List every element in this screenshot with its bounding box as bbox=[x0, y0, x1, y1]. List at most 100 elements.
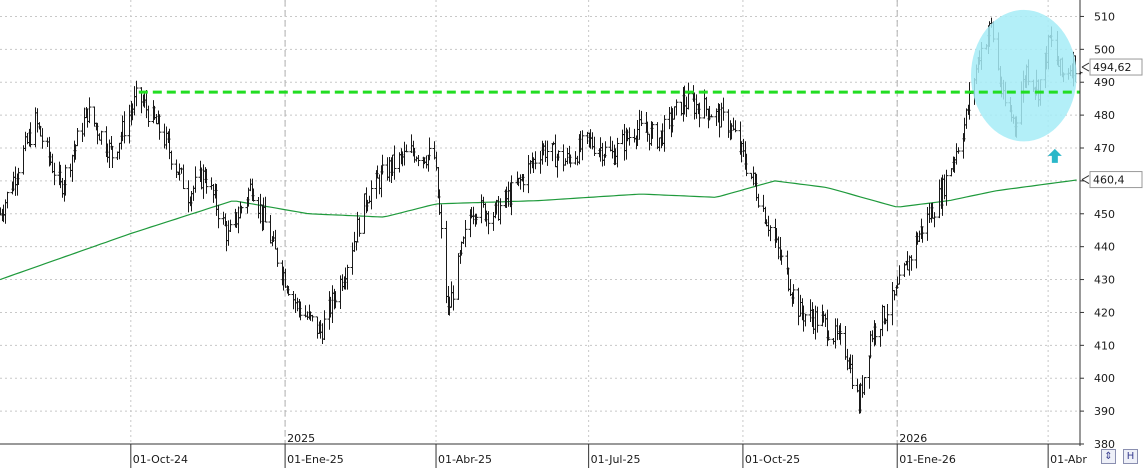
expand-chart-button[interactable]: ⇕ bbox=[1101, 449, 1116, 464]
price-bar bbox=[283, 268, 288, 288]
last-price-tag: 494,62 bbox=[1081, 58, 1143, 76]
save-chart-button[interactable]: H bbox=[1123, 449, 1138, 464]
price-bar bbox=[741, 138, 746, 158]
price-bar bbox=[545, 140, 550, 166]
price-bar bbox=[256, 197, 261, 219]
price-bar bbox=[657, 137, 662, 152]
price-bar bbox=[927, 203, 932, 223]
price-bar bbox=[639, 110, 644, 126]
price-bar bbox=[444, 220, 449, 304]
x-tick-label: 01-Oct-25 bbox=[745, 453, 800, 466]
price-bar bbox=[702, 89, 707, 119]
price-bar bbox=[538, 150, 543, 174]
price-bar bbox=[186, 180, 191, 213]
price-bar bbox=[603, 141, 608, 158]
price-bar bbox=[733, 120, 738, 133]
price-bar bbox=[766, 215, 771, 237]
price-bar bbox=[377, 174, 382, 195]
price-bar bbox=[486, 211, 491, 235]
price-bar bbox=[761, 194, 766, 212]
price-bar bbox=[209, 177, 214, 190]
price-bar bbox=[779, 249, 784, 265]
price-bar bbox=[697, 102, 702, 128]
price-bar bbox=[878, 328, 883, 347]
price-bar bbox=[354, 241, 359, 251]
price-bar bbox=[35, 108, 40, 133]
price-bar bbox=[627, 127, 632, 146]
price-tag-box bbox=[1089, 171, 1143, 189]
price-bar bbox=[920, 226, 925, 243]
price-bar bbox=[95, 122, 100, 145]
price-bar bbox=[263, 196, 268, 223]
price-bar bbox=[63, 164, 68, 196]
price-bar bbox=[144, 89, 149, 119]
price-bar bbox=[226, 220, 231, 246]
price-bar bbox=[181, 164, 186, 190]
y-tick-label: 510 bbox=[1094, 10, 1115, 23]
price-bar bbox=[286, 286, 291, 296]
price-bar bbox=[686, 82, 691, 110]
y-axis-panel bbox=[1081, 0, 1143, 468]
price-bar bbox=[5, 191, 10, 209]
y-tick-label: 490 bbox=[1094, 76, 1115, 89]
price-bar bbox=[134, 80, 139, 107]
price-bar bbox=[833, 318, 838, 349]
year-label: 2025 bbox=[287, 432, 315, 445]
price-bar bbox=[905, 251, 910, 271]
price-bar bbox=[550, 143, 555, 162]
price-bar bbox=[295, 297, 300, 312]
y-tick-label: 440 bbox=[1094, 241, 1115, 254]
price-bar bbox=[40, 128, 45, 149]
price-bar bbox=[862, 377, 867, 396]
price-bar bbox=[791, 284, 796, 304]
price-bar bbox=[439, 204, 444, 239]
price-bar bbox=[944, 169, 949, 206]
price-bar bbox=[174, 159, 179, 179]
x-tick-label: 01-Ene-26 bbox=[899, 453, 956, 466]
price-bar bbox=[97, 133, 102, 141]
price-bar bbox=[768, 225, 773, 242]
price-bar bbox=[608, 136, 613, 152]
price-bar bbox=[509, 175, 514, 216]
price-bar bbox=[228, 219, 233, 232]
x-tick-label: 01-Ene-25 bbox=[287, 453, 344, 466]
price-bar bbox=[622, 123, 627, 161]
price-bar bbox=[803, 313, 808, 327]
price-bar bbox=[80, 122, 85, 142]
price-bar bbox=[456, 253, 461, 300]
price-bar bbox=[826, 330, 831, 341]
price-tag-pointer bbox=[1081, 62, 1090, 72]
price-bar bbox=[479, 194, 484, 224]
price-bar bbox=[414, 156, 419, 162]
price-tag-box bbox=[1089, 58, 1143, 76]
price-bar bbox=[956, 147, 961, 154]
price-bar bbox=[521, 173, 526, 193]
price-bar bbox=[798, 294, 803, 317]
price-bar bbox=[600, 142, 605, 167]
price-bar bbox=[937, 179, 942, 219]
price-bar bbox=[146, 105, 151, 127]
price-bar bbox=[823, 313, 828, 328]
price-bar bbox=[843, 326, 848, 360]
price-bar bbox=[672, 106, 677, 120]
y-tick-label: 500 bbox=[1094, 43, 1115, 56]
price-bar bbox=[251, 188, 256, 202]
price-bar bbox=[70, 154, 75, 182]
price-bar bbox=[169, 150, 174, 170]
price-bar bbox=[52, 162, 57, 186]
price-bar bbox=[164, 126, 169, 150]
price-bar bbox=[380, 154, 385, 175]
x-tick-label: 01-Oct-24 bbox=[133, 453, 188, 466]
price-bar bbox=[845, 348, 850, 371]
price-bar bbox=[650, 121, 655, 139]
y-tick-label: 470 bbox=[1094, 142, 1115, 155]
price-bar bbox=[561, 144, 566, 172]
price-bar bbox=[496, 195, 501, 221]
price-bar bbox=[416, 155, 421, 167]
annotations-layer bbox=[138, 9, 1080, 163]
price-bar bbox=[726, 109, 731, 138]
y-tick-label: 380 bbox=[1094, 438, 1115, 451]
price-bar bbox=[704, 96, 709, 117]
price-bar bbox=[21, 145, 26, 175]
price-bar bbox=[632, 128, 637, 143]
